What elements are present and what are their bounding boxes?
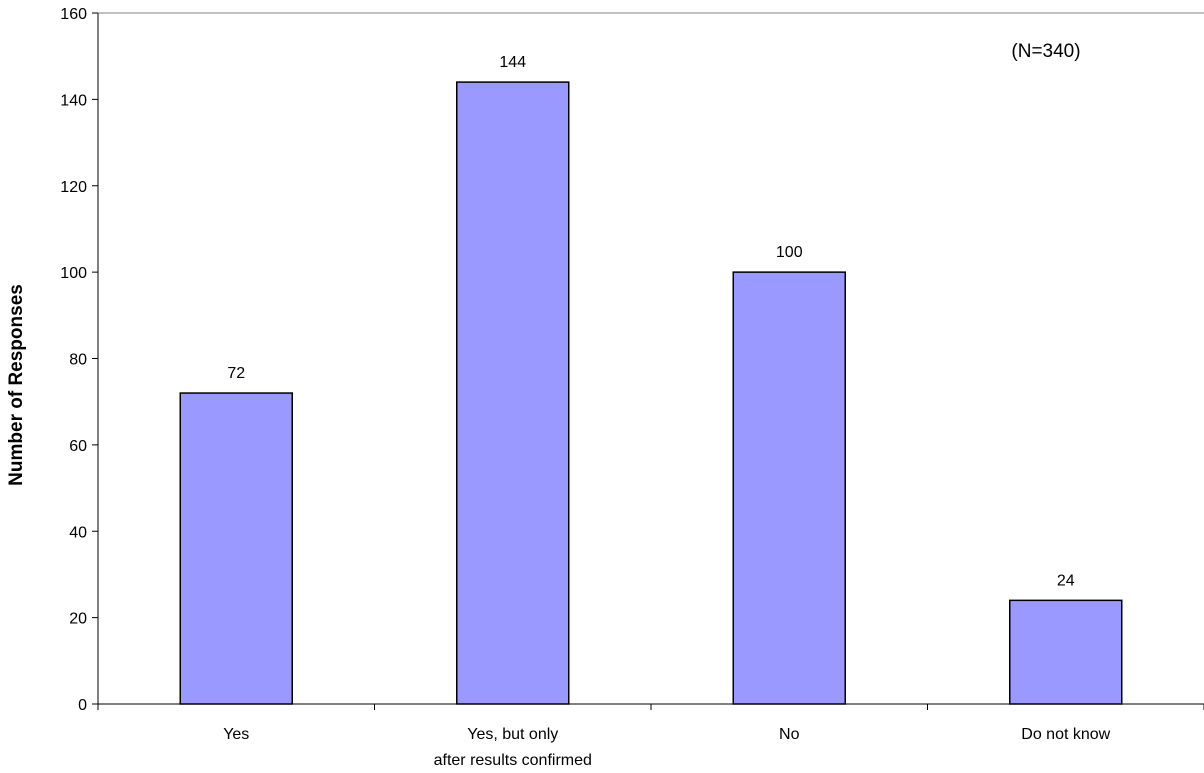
bar-value-label: 100 (776, 244, 803, 261)
x-axis-ticks (97, 704, 1204, 710)
data-labels: 72 144 100 24 (227, 54, 1074, 589)
bar (732, 271, 846, 705)
bar-value-label: 72 (227, 365, 245, 382)
bar (456, 81, 570, 705)
y-tick-label: 80 (69, 352, 87, 369)
y-tick-label: 40 (69, 524, 87, 541)
category-label: No (779, 726, 800, 743)
y-tick-label: 160 (60, 6, 87, 23)
bar-value-label: 24 (1057, 572, 1075, 589)
y-tick-label: 100 (60, 265, 87, 282)
category-label: Yes, but only (467, 726, 558, 743)
category-label: after results confirmed (434, 752, 592, 769)
y-tick-label: 140 (60, 92, 87, 109)
category-label: Yes (223, 726, 249, 743)
category-label: Do not know (1021, 726, 1110, 743)
bar (179, 392, 293, 705)
bar (1009, 599, 1123, 705)
y-tick-label: 0 (78, 697, 87, 714)
category-labels: Yes Yes, but only after results confirmed N… (223, 726, 1110, 769)
bar-value-label: 144 (499, 54, 526, 71)
sample-size-annotation: (N=340) (1011, 41, 1080, 62)
y-tick-label: 20 (69, 611, 87, 628)
y-tick-label: 120 (60, 179, 87, 196)
y-tick-label: 60 (69, 438, 87, 455)
bars (179, 81, 1123, 705)
y-axis-label: Number of Responses (6, 284, 27, 486)
y-axis-ticks: 0 20 40 60 80 100 120 140 160 (60, 6, 98, 714)
